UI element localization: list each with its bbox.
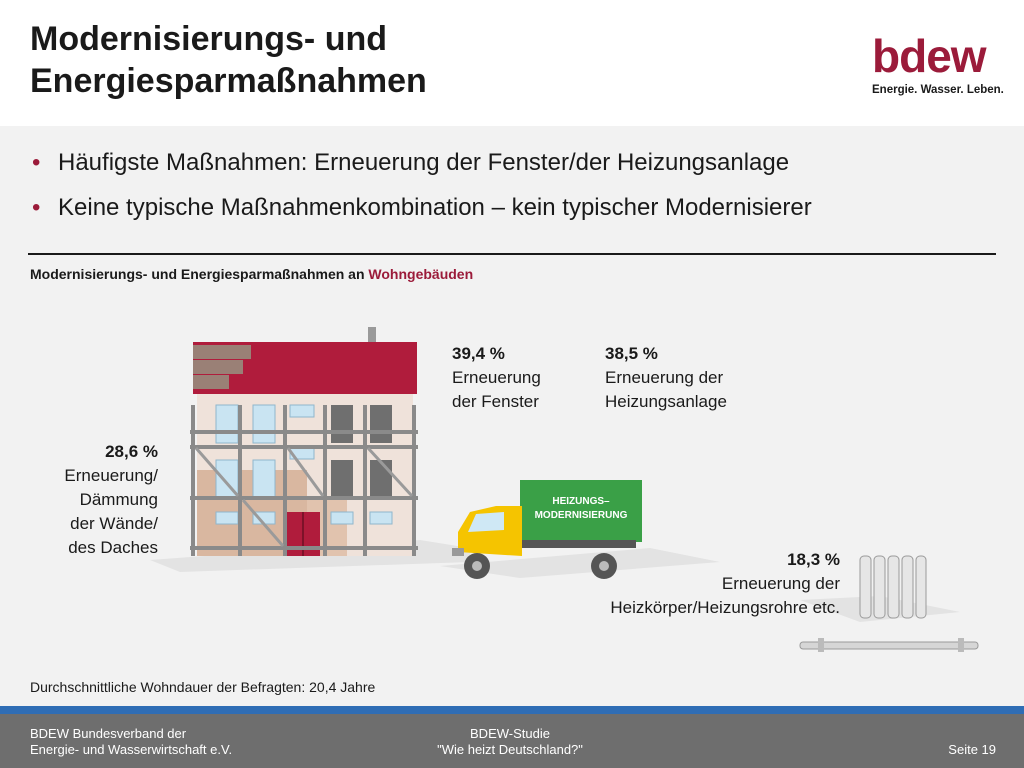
subtitle-highlight: Wohngebäuden [368, 266, 474, 282]
scaffolding [190, 405, 418, 556]
stat-radiator: 18,3 % Erneuerung der Heizkörper/Heizung… [610, 548, 840, 620]
footer-organisation: BDEW Bundesverband der Energie- und Wass… [30, 726, 232, 758]
window [289, 404, 315, 418]
window [331, 405, 353, 443]
footer-mid-line1: BDEW-Studie [470, 726, 550, 741]
heating-pipe [799, 641, 979, 650]
truck-chassis [520, 540, 636, 548]
window [252, 404, 276, 444]
footer-left-line2: Energie- und Wasserwirtschaft e.V. [30, 742, 233, 757]
bullet-text: Häufigste Maßnahmen: Erneuerung der Fens… [58, 149, 790, 176]
radiator-fin [859, 555, 872, 619]
roof-bricks [193, 345, 251, 359]
pipe-joint [958, 638, 964, 652]
footer-mid-line2: "Wie heizt Deutschland?" [437, 742, 583, 757]
window [369, 511, 393, 525]
roof-bricks [193, 375, 229, 389]
divider [28, 253, 996, 255]
window [330, 511, 354, 525]
stat-label: Erneuerung der [721, 574, 840, 593]
house-illustration [190, 327, 418, 556]
page-number: Seite 19 [948, 742, 996, 757]
truck-bumper [452, 548, 464, 556]
stat-label: Erneuerung der [605, 368, 724, 387]
window [370, 460, 392, 498]
stat-percent: 38,5 % [605, 344, 658, 363]
truck-illustration: HEIZUNGS– MODERNISIERUNG [452, 480, 642, 579]
stat-windows: 39,4 % Erneuerung der Fenster [452, 342, 541, 414]
logo-tagline: Energie. Wasser. Leben. [872, 84, 1004, 96]
truck-label-line1: HEIZUNGS– [552, 496, 610, 507]
radiator-fin [887, 555, 900, 619]
bullet-item: • Häufigste Maßnahmen: Erneuerung der Fe… [30, 148, 990, 178]
scaffolding-braces [194, 446, 414, 547]
radiator-fin [873, 555, 886, 619]
stat-label: des Daches [68, 538, 158, 557]
subtitle-prefix: Modernisierungs- und Energiesparmaßnahme… [30, 266, 369, 282]
footer-study: BDEW-Studie "Wie heizt Deutschland?" [400, 726, 620, 758]
stat-walls: 28,6 % Erneuerung/ Dämmung der Wände/ de… [64, 440, 158, 560]
window [370, 405, 392, 443]
window [215, 404, 239, 444]
truck-label-line2: MODERNISIERUNG [535, 510, 628, 521]
logo-word: bdew [872, 30, 987, 82]
stat-percent: 39,4 % [452, 344, 505, 363]
stat-label: Erneuerung/ [64, 466, 158, 485]
bullet-list: • Häufigste Maßnahmen: Erneuerung der Fe… [30, 148, 990, 238]
pipe-joint [818, 638, 824, 652]
radiator-illustration [799, 555, 979, 652]
roof-bricks [193, 360, 243, 374]
stat-label: Dämmung [79, 490, 158, 509]
page-title: Modernisierungs- und Energiesparmaßnahme… [30, 20, 427, 100]
header: Modernisierungs- und Energiesparmaßnahme… [0, 0, 1024, 126]
truck-window [468, 512, 504, 532]
bullet-icon: • [32, 149, 41, 176]
chimney [368, 327, 376, 349]
bullet-icon: • [32, 194, 41, 221]
bullet-item: • Keine typische Maßnahmenkombination – … [30, 193, 990, 223]
bdew-logo: bdew Energie. Wasser. Leben. [872, 30, 1004, 104]
stat-label: Heizkörper/Heizungsrohre etc. [610, 598, 840, 617]
average-residence-note: Durchschnittliche Wohndauer der Befragte… [30, 679, 376, 695]
radiator-fin [915, 555, 927, 619]
window [331, 460, 353, 498]
window [252, 459, 276, 499]
stat-label: der Fenster [452, 392, 539, 411]
stat-label: Erneuerung [452, 368, 541, 387]
illustration: HEIZUNGS– MODERNISIERUNG [150, 327, 979, 652]
footer-band [0, 706, 1024, 714]
footer: BDEW Bundesverband der Energie- und Wass… [0, 714, 1024, 768]
truck-shadow [440, 548, 720, 578]
stat-label: der Wände/ [70, 514, 158, 533]
section-subtitle: Modernisierungs- und Energiesparmaßnahme… [30, 266, 473, 282]
truck-box [520, 480, 642, 542]
stat-percent: 18,3 % [787, 550, 840, 569]
stat-percent: 28,6 % [105, 442, 158, 461]
stat-heating: 38,5 % Erneuerung der Heizungsanlage [605, 342, 727, 414]
bullet-text: Keine typische Maßnahmenkombination – ke… [58, 194, 812, 221]
stat-label: Heizungsanlage [605, 392, 727, 411]
window [215, 511, 239, 525]
radiator-fin [901, 555, 914, 619]
footer-left-line1: BDEW Bundesverband der [30, 726, 187, 741]
